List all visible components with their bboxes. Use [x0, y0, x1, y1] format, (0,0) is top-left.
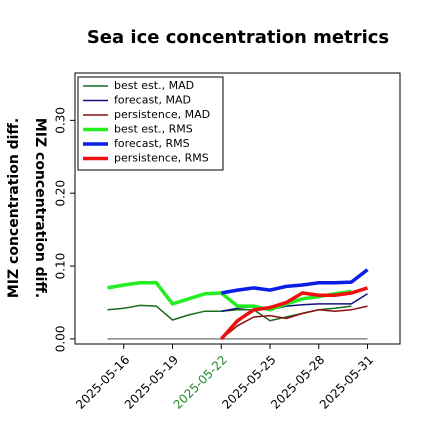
series-line: [107, 304, 352, 322]
y-axis-title: MIZ concentration diff.: [6, 118, 22, 298]
y-tick-label: 0.00: [54, 326, 68, 353]
plot-frame: [74, 72, 401, 345]
y-tick-label: 0.20: [54, 180, 68, 207]
y-axis-title-mirror: MIZ concentration diff.: [32, 118, 48, 298]
legend-label: best est., RMS: [114, 123, 193, 136]
y-tick-label: 0.10: [54, 253, 68, 280]
chart-title: Sea ice concentration metrics: [87, 27, 389, 48]
legend-label: persistence, MAD: [114, 108, 210, 121]
legend-box: [77, 76, 224, 171]
series-line: [107, 281, 352, 312]
series-line: [219, 286, 369, 341]
legend-label: persistence, RMS: [114, 152, 209, 165]
series-line: [220, 305, 368, 340]
legend-label: best est., MAD: [114, 79, 194, 92]
legend-label: forecast, RMS: [114, 137, 190, 150]
legend-label: forecast, MAD: [114, 94, 191, 107]
series-line: [220, 268, 369, 295]
y-tick-label: 0.30: [54, 107, 68, 134]
